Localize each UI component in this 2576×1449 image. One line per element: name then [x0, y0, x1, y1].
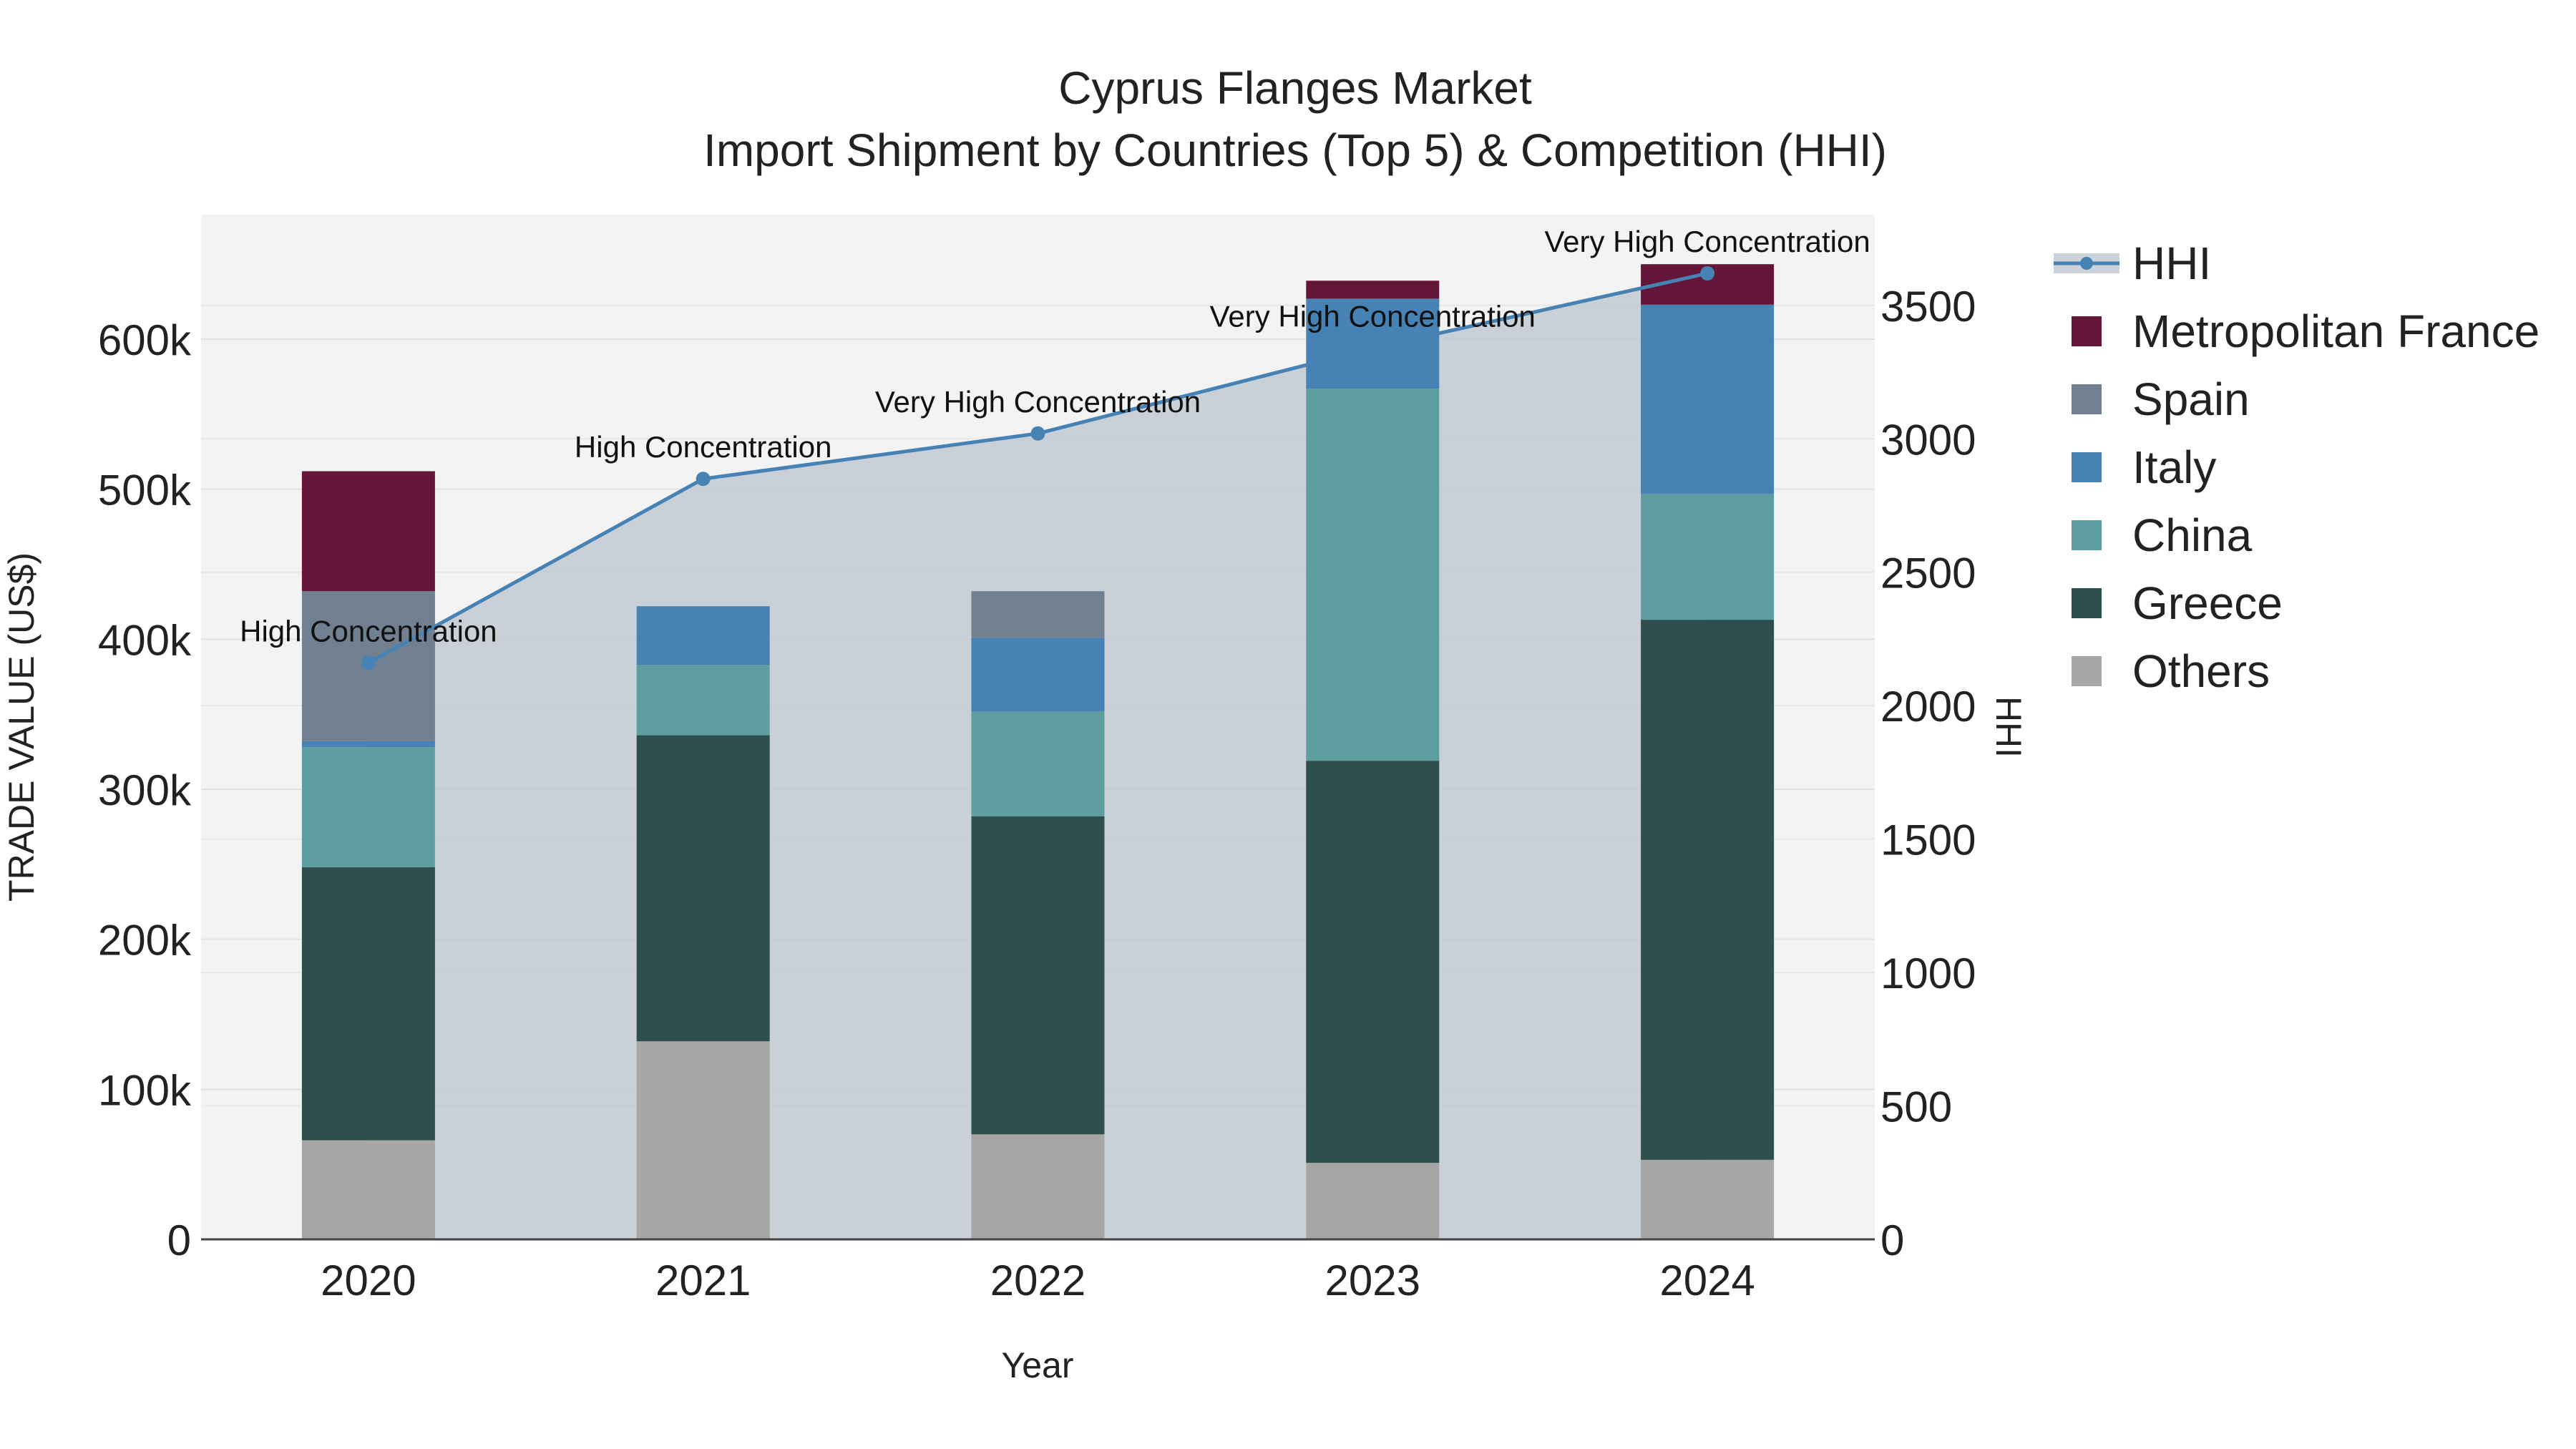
- hhi-label: Very High Concentration: [875, 385, 1201, 419]
- bar-china-2022: [971, 711, 1105, 816]
- legend-swatch-others: [2072, 656, 2102, 686]
- y-tick-label: 300k: [98, 766, 192, 814]
- x-tick-label: 2023: [1325, 1257, 1420, 1304]
- legend-swatch-metropolitan-france: [2072, 316, 2102, 346]
- bar-greece-2023: [1306, 761, 1440, 1163]
- legend-label: HHI: [2132, 238, 2211, 289]
- hhi-label: High Concentration: [575, 430, 832, 464]
- x-tick-label: 2024: [1659, 1257, 1755, 1304]
- bar-china-2023: [1306, 389, 1440, 761]
- hhi-point: [1030, 426, 1045, 441]
- y2-axis-label: HHI: [1989, 696, 2029, 758]
- y-tick-label: 500k: [98, 467, 192, 514]
- hhi-point: [1700, 266, 1715, 281]
- y2-tick-label: 1000: [1880, 950, 1976, 997]
- y-axis-ticks: 0 100k 200k 300k 400k 500k 600k: [98, 316, 192, 1264]
- legend-label: Italy: [2132, 441, 2216, 493]
- y2-tick-label: 3500: [1880, 283, 1976, 331]
- x-axis-ticks: 2020 2021 2022 2023 2024: [321, 1257, 1755, 1304]
- bar-others-2023: [1306, 1163, 1440, 1239]
- bar-china-2024: [1641, 493, 1775, 620]
- y-tick-label: 100k: [98, 1066, 192, 1114]
- hhi-label: High Concentration: [240, 615, 497, 648]
- y2-tick-label: 2500: [1880, 550, 1976, 597]
- y-tick-label: 0: [167, 1216, 191, 1264]
- x-axis-label: Year: [1001, 1345, 1073, 1385]
- y2-axis-ticks: 0 500 1000 1500 2000 2500 3000 3500: [1880, 283, 1976, 1264]
- x-tick-label: 2022: [990, 1257, 1085, 1304]
- bars: [301, 264, 1775, 1239]
- legend-label: Spain: [2132, 374, 2250, 425]
- legend-swatch-greece: [2072, 588, 2102, 618]
- legend-marker-hhi: [2080, 257, 2093, 270]
- legend-swatch-spain: [2072, 384, 2102, 414]
- bar-others-2024: [1641, 1159, 1775, 1239]
- bar-metropolitan-france-2023: [1306, 280, 1440, 299]
- bar-italy-2021: [636, 606, 770, 665]
- y2-tick-label: 500: [1880, 1083, 1952, 1131]
- bar-others-2022: [971, 1134, 1105, 1239]
- bar-greece-2022: [971, 816, 1105, 1135]
- hhi-point: [696, 472, 711, 487]
- chart-title: Cyprus Flanges Market: [1058, 62, 1532, 114]
- hhi-point: [1365, 341, 1380, 356]
- y2-tick-label: 3000: [1880, 416, 1976, 464]
- x-tick-label: 2021: [655, 1257, 751, 1304]
- y2-tick-label: 0: [1880, 1216, 1904, 1264]
- legend-swatch-china: [2072, 520, 2102, 550]
- bar-greece-2021: [636, 735, 770, 1042]
- bar-greece-2024: [1641, 620, 1775, 1160]
- bar-italy-2022: [971, 638, 1105, 711]
- bar-china-2021: [636, 664, 770, 736]
- hhi-label: Very High Concentration: [1544, 225, 1870, 258]
- hhi-label: Very High Concentration: [1210, 299, 1536, 333]
- bar-greece-2020: [301, 867, 435, 1141]
- bar-china-2020: [301, 747, 435, 868]
- y-tick-label: 400k: [98, 616, 192, 664]
- bar-spain-2022: [971, 591, 1105, 638]
- legend-label: Others: [2132, 645, 2270, 697]
- hhi-point: [361, 655, 376, 670]
- legend-label: China: [2132, 509, 2253, 561]
- y-tick-label: 600k: [98, 316, 192, 364]
- hhi-markers: [361, 266, 1715, 670]
- legend-label: Greece: [2132, 577, 2283, 629]
- bar-metropolitan-france-2020: [301, 471, 435, 592]
- y2-tick-label: 1500: [1880, 816, 1976, 864]
- bar-others-2020: [301, 1140, 435, 1239]
- bar-italy-2020: [301, 741, 435, 748]
- y-axis-label: TRADE VALUE (US$): [1, 552, 42, 902]
- chart-subtitle: Import Shipment by Countries (Top 5) & C…: [703, 125, 1887, 176]
- legend: HHI Metropolitan France Spain Italy China Gre…: [2054, 238, 2540, 697]
- legend-label: Metropolitan France: [2132, 306, 2540, 357]
- bar-italy-2024: [1641, 304, 1775, 494]
- x-tick-label: 2020: [321, 1257, 416, 1304]
- legend-swatch-italy: [2072, 452, 2102, 482]
- hhi-labels: High Concentration High Concentration Very…: [240, 225, 1870, 648]
- bar-others-2021: [636, 1041, 770, 1239]
- y-tick-label: 200k: [98, 917, 192, 965]
- y2-tick-label: 2000: [1880, 683, 1976, 731]
